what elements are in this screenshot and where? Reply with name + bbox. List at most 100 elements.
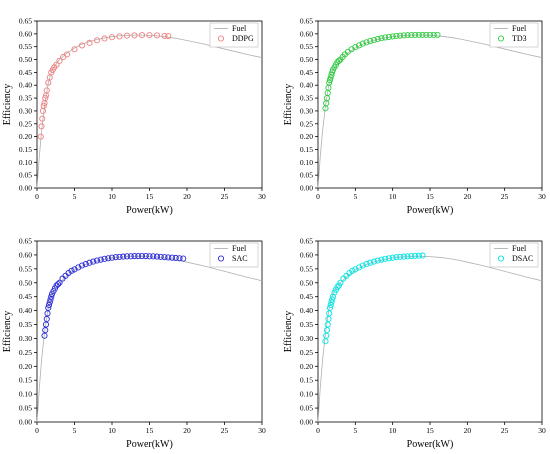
legend-label: Fuel (232, 24, 247, 33)
data-point-dsac (322, 338, 329, 345)
y-tick-label: 0.45 (300, 68, 313, 77)
data-point-td3 (352, 44, 359, 51)
x-tick-label: 30 (538, 192, 546, 201)
x-tick-label: 20 (464, 192, 472, 201)
y-tick-label: 0.25 (19, 348, 32, 357)
data-point-dsac (326, 310, 333, 317)
data-point-td3 (419, 31, 426, 38)
data-point-dsac (323, 332, 330, 339)
y-tick-label: 0.35 (300, 320, 313, 329)
y-tick-label: 0.05 (300, 404, 313, 413)
y-tick-label: 0.25 (19, 119, 32, 128)
data-point-ddpg (165, 33, 172, 40)
data-point-sac (168, 254, 176, 261)
data-point-ddpg (101, 35, 108, 42)
data-point-sac (97, 256, 104, 263)
data-point-td3 (423, 31, 430, 38)
y-tick-label: 0.20 (19, 362, 32, 371)
data-point-ddpg (138, 32, 146, 39)
data-point-ddpg (108, 34, 116, 41)
data-point-td3 (363, 39, 370, 46)
data-point-ddpg (153, 32, 161, 39)
x-axis-label: Power(kW) (126, 439, 173, 450)
data-point-ddpg (116, 33, 123, 40)
data-point-ddpg (37, 133, 44, 140)
data-point-sac (101, 255, 108, 262)
x-tick-label: 25 (221, 426, 229, 435)
data-point-dsac (378, 256, 385, 263)
fuel-efficiency-line (36, 34, 263, 189)
data-point-td3 (400, 32, 407, 39)
data-point-sac (165, 254, 172, 261)
data-point-dsac (389, 254, 396, 261)
data-point-dsac (393, 254, 400, 261)
data-point-sac (43, 315, 50, 323)
data-point-sac (86, 259, 93, 266)
data-point-sac (150, 253, 157, 260)
y-axis-label: Efficiency (2, 84, 13, 125)
y-tick-label: 0.55 (300, 264, 313, 273)
chart-panel-3: 0 5 10 15 20 25 30 0.00 0.05 0.10 0.15 0.20 0.25 0.30… (2, 237, 266, 451)
x-tick-label: 15 (426, 192, 434, 201)
y-tick-label: 0.35 (19, 94, 32, 103)
data-point-ddpg (146, 32, 153, 39)
data-point-dsac (419, 252, 426, 259)
data-point-ddpg (38, 123, 45, 130)
data-point-td3 (370, 36, 378, 44)
legend-label: Fuel (512, 24, 527, 33)
x-tick-label: 30 (258, 192, 266, 201)
legend-marker-swatch (497, 255, 505, 262)
data-point-td3 (329, 69, 336, 76)
data-point-sac (157, 253, 164, 260)
data-point-ddpg (78, 42, 86, 49)
data-point-dsac (400, 253, 407, 260)
data-point-sac (47, 296, 54, 303)
y-tick-label: 0.00 (19, 184, 32, 193)
y-tick-label: 0.50 (300, 278, 313, 287)
data-point-td3 (415, 31, 422, 38)
data-point-dsac (363, 261, 370, 268)
fuel-efficiency-line (317, 255, 543, 423)
y-tick-label: 0.55 (19, 264, 32, 273)
y-tick-label: 0.15 (19, 376, 32, 385)
data-point-td3 (412, 31, 419, 38)
y-tick-label: 0.15 (19, 145, 32, 154)
y-tick-label: 0.10 (19, 390, 32, 399)
data-point-dsac (408, 252, 415, 260)
y-tick-label: 0.65 (300, 237, 313, 246)
data-point-sac (90, 258, 97, 265)
legend-box (489, 242, 539, 268)
y-tick-label: 0.65 (300, 17, 313, 26)
x-tick-label: 25 (501, 192, 509, 201)
x-tick-label: 20 (464, 426, 472, 435)
y-tick-label: 0.25 (300, 348, 313, 357)
data-point-sac (48, 293, 55, 300)
data-point-dsac (385, 255, 392, 262)
y-tick-label: 0.50 (19, 55, 32, 64)
data-point-ddpg (42, 95, 49, 102)
data-point-sac (56, 279, 63, 286)
data-point-dsac (327, 301, 334, 309)
data-point-dsac (367, 259, 374, 266)
y-tick-label: 0.60 (19, 29, 32, 38)
y-tick-label: 0.40 (300, 306, 313, 315)
data-point-td3 (382, 34, 389, 41)
x-tick-label: 15 (426, 426, 434, 435)
data-point-sac (41, 332, 48, 339)
data-point-td3 (367, 37, 374, 45)
x-tick-label: 5 (353, 192, 357, 201)
y-tick-label: 0.65 (19, 17, 32, 26)
data-point-sac (112, 254, 119, 261)
data-point-ddpg (39, 107, 47, 114)
data-point-dsac (382, 255, 389, 262)
legend-label: TD3 (512, 34, 527, 43)
x-tick-label: 10 (389, 192, 397, 201)
x-tick-label: 10 (108, 192, 116, 201)
data-point-sac (123, 253, 131, 260)
data-point-sac (42, 327, 49, 334)
data-point-sac (44, 310, 51, 317)
